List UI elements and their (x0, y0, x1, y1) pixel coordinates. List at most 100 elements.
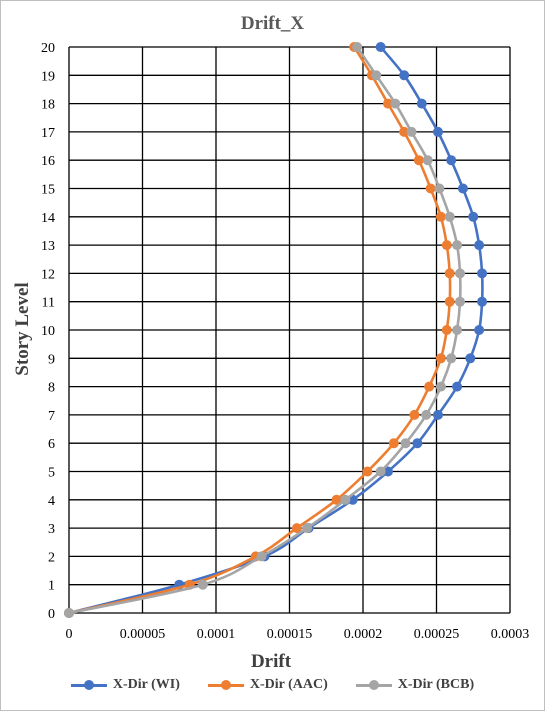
x-tick-label: 0.00015 (267, 627, 313, 642)
data-point (446, 155, 457, 166)
data-point (435, 381, 446, 392)
data-point (399, 126, 410, 137)
x-tick-label: 0.00025 (414, 627, 460, 642)
data-point (421, 409, 432, 420)
data-point (331, 494, 342, 505)
data-point (425, 183, 436, 194)
y-tick-label: 3 (48, 522, 55, 537)
data-point (302, 523, 313, 534)
y-tick-label: 2 (48, 550, 55, 565)
legend-swatch-bcb (355, 680, 392, 690)
series-1 (64, 42, 455, 618)
y-tick-label: 11 (42, 296, 55, 311)
data-point (452, 325, 463, 335)
data-point (412, 438, 423, 449)
data-point (390, 98, 401, 109)
legend-label-aac: X-Dir (AAC) (249, 677, 328, 692)
data-point (375, 42, 386, 52)
y-tick-label: 9 (48, 352, 55, 367)
y-tick-label: 4 (48, 494, 55, 509)
data-point (477, 296, 488, 307)
chart-title: Drift_X (240, 13, 305, 34)
data-point (340, 494, 351, 505)
legend-swatch-aac (207, 680, 244, 690)
data-point (362, 466, 373, 477)
legend-item-wi: X-Dir (WI) (70, 677, 180, 693)
y-tick-label: 15 (41, 183, 55, 198)
y-tick-label: 18 (41, 98, 55, 113)
y-tick-label: 6 (48, 437, 55, 452)
x-tick-label: 0 (66, 627, 73, 642)
data-point (465, 353, 476, 364)
y-tick-label: 17 (41, 126, 55, 141)
data-point (455, 268, 466, 279)
data-point (64, 608, 74, 618)
y-tick-label: 12 (41, 267, 55, 282)
data-point (477, 268, 488, 279)
data-point (382, 98, 393, 109)
data-point (474, 325, 485, 335)
y-axis-title: Story Level (12, 282, 33, 375)
y-tick-label: 7 (48, 409, 55, 424)
legend-label-wi: X-Dir (WI) (112, 677, 180, 692)
data-point (452, 240, 463, 251)
y-tick-label: 14 (41, 211, 55, 226)
x-tick-label: 0.0003 (491, 627, 530, 642)
data-point (441, 325, 452, 335)
y-tick-label: 8 (48, 381, 55, 396)
data-point (413, 155, 424, 166)
y-tick-label: 1 (48, 579, 55, 594)
data-point (444, 268, 455, 279)
data-point (382, 466, 393, 477)
data-point (371, 70, 382, 81)
data-point (291, 523, 302, 534)
y-tick-label: 10 (41, 324, 55, 339)
data-point (474, 240, 485, 251)
data-point (197, 579, 208, 590)
data-point (409, 409, 420, 420)
y-tick-label: 5 (48, 466, 55, 481)
series-layer (64, 42, 488, 618)
data-point (435, 353, 446, 364)
legend-item-aac: X-Dir (AAC) (207, 677, 328, 693)
data-point (388, 438, 399, 449)
chart-legend: X-Dir (WI) X-Dir (AAC) X-Dir (BCB) (1, 677, 544, 693)
legend-swatch-wi (70, 680, 107, 690)
data-point (446, 353, 457, 364)
y-tick-label: 16 (41, 154, 55, 169)
legend-label-bcb: X-Dir (BCB) (397, 677, 475, 692)
data-point (434, 183, 445, 194)
x-tick-label: 0.00005 (120, 627, 166, 642)
x-tick-label: 0.0001 (197, 627, 236, 642)
data-point (375, 466, 386, 477)
data-point (441, 240, 452, 251)
y-tick-label: 19 (41, 69, 55, 84)
data-point (424, 381, 435, 392)
data-point (406, 126, 417, 137)
x-tick-label: 0.0002 (344, 627, 383, 642)
data-point (352, 42, 363, 52)
data-point (435, 211, 446, 222)
data-point (432, 409, 443, 420)
data-point (468, 211, 479, 222)
data-point (444, 296, 455, 307)
legend-item-bcb: X-Dir (BCB) (355, 677, 475, 693)
data-point (416, 98, 427, 109)
data-point (256, 551, 267, 562)
series-2 (64, 42, 466, 618)
data-point (400, 438, 411, 449)
y-tick-label: 13 (41, 239, 55, 254)
data-point (422, 155, 433, 166)
data-point (399, 70, 410, 81)
y-tick-label: 20 (41, 41, 55, 56)
data-point (452, 381, 463, 392)
data-point (432, 126, 443, 137)
y-tick-label: 0 (48, 607, 55, 622)
x-axis-title: Drift (251, 651, 292, 672)
data-point (444, 211, 455, 222)
data-point (455, 296, 466, 307)
data-point (457, 183, 468, 194)
